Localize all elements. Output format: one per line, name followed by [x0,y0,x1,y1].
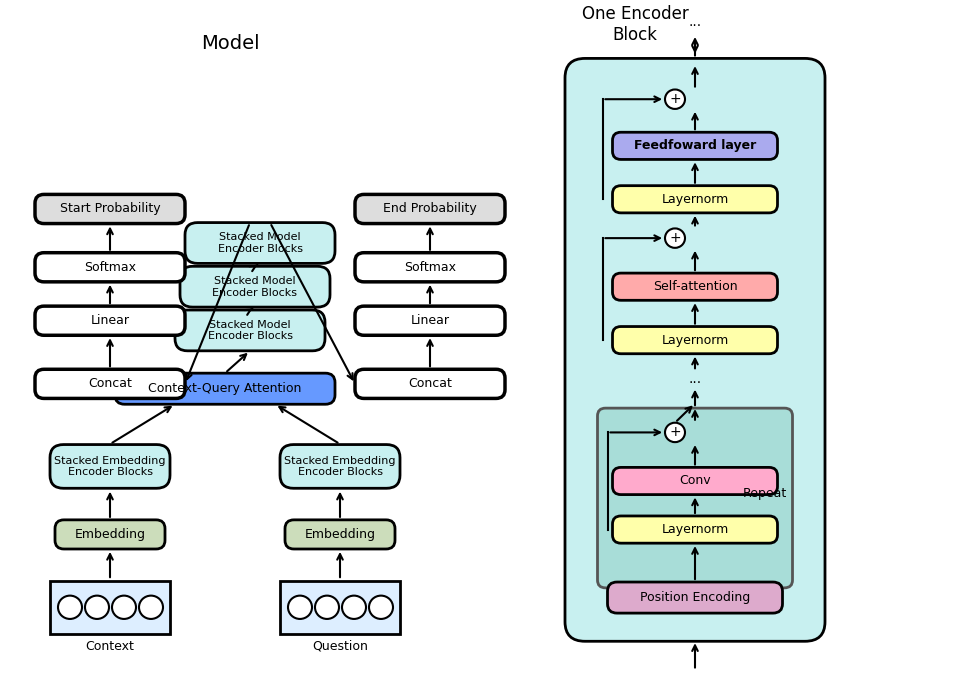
Text: Stacked Embedding
Encoder Blocks: Stacked Embedding Encoder Blocks [54,456,166,477]
FancyBboxPatch shape [175,310,325,351]
Circle shape [112,596,136,619]
FancyBboxPatch shape [613,516,778,543]
FancyBboxPatch shape [613,132,778,160]
Text: Stacked Model
Encoder Blocks: Stacked Model Encoder Blocks [213,276,297,297]
Text: Layernorm: Layernorm [661,523,728,536]
FancyBboxPatch shape [50,445,170,488]
Text: Embedding: Embedding [75,528,146,541]
Circle shape [342,596,366,619]
Text: Stacked Embedding
Encoder Blocks: Stacked Embedding Encoder Blocks [285,456,396,477]
FancyBboxPatch shape [35,369,185,399]
Text: Stacked Model
Encoder Blocks: Stacked Model Encoder Blocks [208,320,292,341]
FancyBboxPatch shape [180,266,330,307]
Text: Layernorm: Layernorm [661,334,728,347]
Text: One Encoder
Block: One Encoder Block [582,5,688,44]
FancyBboxPatch shape [35,195,185,223]
FancyBboxPatch shape [355,253,505,282]
Text: Embedding: Embedding [305,528,376,541]
FancyBboxPatch shape [35,253,185,282]
FancyBboxPatch shape [55,520,165,549]
FancyBboxPatch shape [115,373,335,404]
Bar [50,581,170,634]
Circle shape [315,596,339,619]
Bar [280,581,400,634]
FancyBboxPatch shape [35,306,185,335]
FancyBboxPatch shape [355,306,505,335]
Text: Self-attention: Self-attention [653,280,737,293]
Circle shape [288,596,312,619]
Text: Start Probability: Start Probability [59,203,160,216]
Circle shape [85,596,109,619]
FancyBboxPatch shape [608,582,783,613]
Circle shape [139,596,163,619]
Text: Stacked Model
Encoder Blocks: Stacked Model Encoder Blocks [218,232,303,253]
Text: Model: Model [201,34,259,53]
Text: Softmax: Softmax [404,261,456,274]
Circle shape [369,596,393,619]
Text: Question: Question [312,640,368,653]
Text: Context-Query Attention: Context-Query Attention [149,382,302,395]
Text: +: + [669,231,681,245]
FancyBboxPatch shape [613,186,778,213]
FancyBboxPatch shape [613,467,778,495]
Text: Linear: Linear [90,314,129,327]
Text: Context: Context [85,640,134,653]
Text: Concat: Concat [408,377,452,390]
Text: Layernorm: Layernorm [661,192,728,206]
Circle shape [665,90,685,109]
FancyBboxPatch shape [597,408,792,588]
Circle shape [665,228,685,248]
Circle shape [665,423,685,442]
Text: Position Encoding: Position Encoding [640,591,751,604]
Text: +: + [669,92,681,106]
Circle shape [58,596,82,619]
FancyBboxPatch shape [613,327,778,353]
FancyBboxPatch shape [355,195,505,223]
Text: End Probability: End Probability [384,203,477,216]
FancyBboxPatch shape [355,369,505,399]
Text: Repeat: Repeat [743,486,787,499]
Text: ...: ... [688,15,702,29]
FancyBboxPatch shape [185,223,335,264]
Text: Concat: Concat [88,377,132,390]
Text: Linear: Linear [411,314,450,327]
Text: +: + [669,425,681,439]
FancyBboxPatch shape [280,445,400,488]
Text: Softmax: Softmax [84,261,136,274]
Text: Feedfoward layer: Feedfoward layer [634,139,756,152]
Text: Conv: Conv [679,475,711,488]
FancyBboxPatch shape [565,58,825,641]
FancyBboxPatch shape [285,520,395,549]
Text: ...: ... [688,372,702,386]
FancyBboxPatch shape [613,273,778,300]
